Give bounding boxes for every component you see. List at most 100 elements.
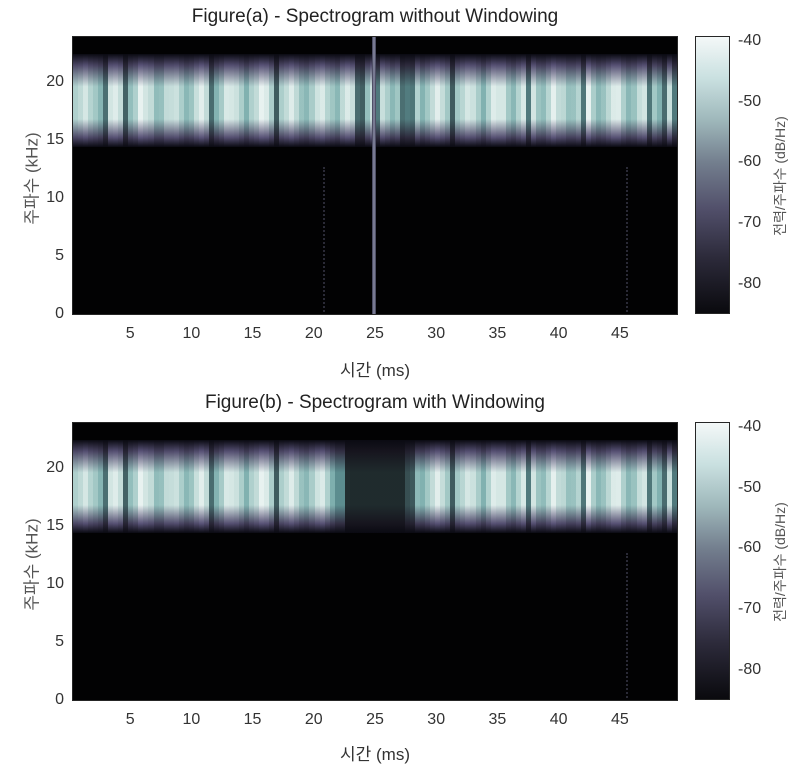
spectrogram-column	[465, 440, 471, 534]
spectrogram-column	[269, 440, 275, 534]
spectrogram-column	[234, 440, 240, 534]
x-tick-label: 5	[125, 325, 135, 342]
spectrogram-column	[138, 54, 144, 148]
spectrogram-column	[103, 54, 109, 148]
spectrogram-column	[123, 440, 129, 534]
spectrogram-column	[168, 440, 174, 534]
spectrogram-column	[520, 54, 526, 148]
faint-line	[626, 167, 630, 312]
spectrogram-column	[500, 440, 506, 534]
spectrogram-column	[611, 440, 617, 534]
spectrogram-column	[535, 440, 541, 534]
spectrogram-column	[123, 54, 129, 148]
spectrogram-column	[88, 440, 94, 534]
faint-line	[626, 553, 630, 698]
spectrogram-column	[369, 440, 375, 534]
spectrogram-column	[395, 54, 401, 148]
spectrogram-column	[374, 440, 380, 534]
spectrogram-column	[344, 54, 350, 148]
spectrogram-column	[163, 54, 169, 148]
spectrogram-column	[103, 440, 109, 534]
colorbar-label: 전력/주파수 (dB/Hz)	[772, 502, 788, 622]
y-tick-label: 0	[55, 305, 64, 322]
spectrogram-column	[550, 440, 556, 534]
spectrogram-column	[631, 440, 637, 534]
spectrogram-column	[480, 54, 486, 148]
spectrogram-column	[153, 54, 159, 148]
spectrogram-column	[183, 54, 189, 148]
spectrogram-column	[289, 54, 295, 148]
spectrogram-column	[148, 440, 154, 534]
spectrogram-column	[259, 54, 265, 148]
x-tick-label: 15	[243, 711, 262, 728]
spectrogram-column	[606, 440, 612, 534]
spectrogram-column	[400, 440, 406, 534]
spectrogram-column	[163, 440, 169, 534]
spectrogram-column	[289, 440, 295, 534]
y-tick-label: 5	[55, 246, 64, 264]
spectrogram-column	[530, 440, 536, 534]
spectrogram-column	[415, 54, 421, 148]
spectrogram-column	[113, 440, 119, 534]
spectrogram-column	[425, 440, 431, 534]
spectrogram-column	[133, 54, 139, 148]
spectrogram-column	[616, 54, 622, 148]
spectrogram-column	[656, 440, 662, 534]
x-axis-label: 시간 (ms)	[340, 361, 410, 380]
spectrogram-column	[223, 440, 229, 534]
spectrogram-column	[550, 54, 556, 148]
spectrogram-column	[591, 54, 597, 148]
spectrogram-column	[228, 54, 234, 148]
spectrogram-column	[470, 440, 476, 534]
spectrogram-column	[500, 54, 506, 148]
spectrogram-column	[485, 54, 491, 148]
spectrogram-column	[193, 54, 199, 148]
spectrogram-column	[480, 440, 486, 534]
spectrogram-column	[440, 54, 446, 148]
spectrogram-column	[566, 440, 572, 534]
spectrogram-column	[294, 54, 300, 148]
spectrogram-column	[364, 54, 370, 148]
spectrogram-column	[656, 54, 662, 148]
spectrogram-column	[389, 440, 395, 534]
spectrogram-column	[455, 54, 461, 148]
spectrogram-column	[636, 440, 642, 534]
spectrogram-column	[646, 440, 652, 534]
spectrogram-column	[405, 54, 411, 148]
spectrogram-column	[415, 440, 421, 534]
x-axis-label: 시간 (ms)	[340, 745, 410, 764]
spectrogram-column	[173, 440, 179, 534]
spectrogram-column	[410, 54, 416, 148]
spectrogram-b	[72, 422, 678, 701]
spectrogram-column	[359, 54, 365, 148]
spectrogram-column	[294, 440, 300, 534]
spectrogram-column	[334, 440, 340, 534]
spectrogram-column	[284, 54, 290, 148]
spectrogram-column	[339, 54, 345, 148]
spectrogram-column	[143, 440, 149, 534]
spectrogram-column	[395, 440, 401, 534]
x-tick-label: 30	[427, 711, 446, 728]
spectrogram-column	[269, 54, 275, 148]
colorbar-tick-label: -60	[738, 153, 762, 171]
colorbar-tick-label: -70	[738, 214, 762, 232]
spectrogram-column	[475, 54, 481, 148]
spectrogram-column	[88, 54, 94, 148]
faint-line	[323, 167, 327, 312]
spectrogram-column	[118, 440, 124, 534]
spectrogram-column	[218, 440, 224, 534]
spectrogram-column	[566, 54, 572, 148]
spectrogram-column	[344, 440, 350, 534]
spectrogram-column	[435, 440, 441, 534]
spectrogram-column	[641, 54, 647, 148]
colorbar-a	[695, 36, 730, 314]
x-tick-label: 10	[182, 325, 201, 342]
spectrogram-column	[223, 54, 229, 148]
spectrogram-column	[218, 54, 224, 148]
spectrogram-column	[98, 54, 104, 148]
y-tick-label: 5	[55, 632, 64, 650]
spectrogram-column	[118, 54, 124, 148]
spectrogram-column	[586, 440, 592, 534]
spectrogram-column	[606, 54, 612, 148]
x-tick-label: 20	[304, 325, 323, 342]
